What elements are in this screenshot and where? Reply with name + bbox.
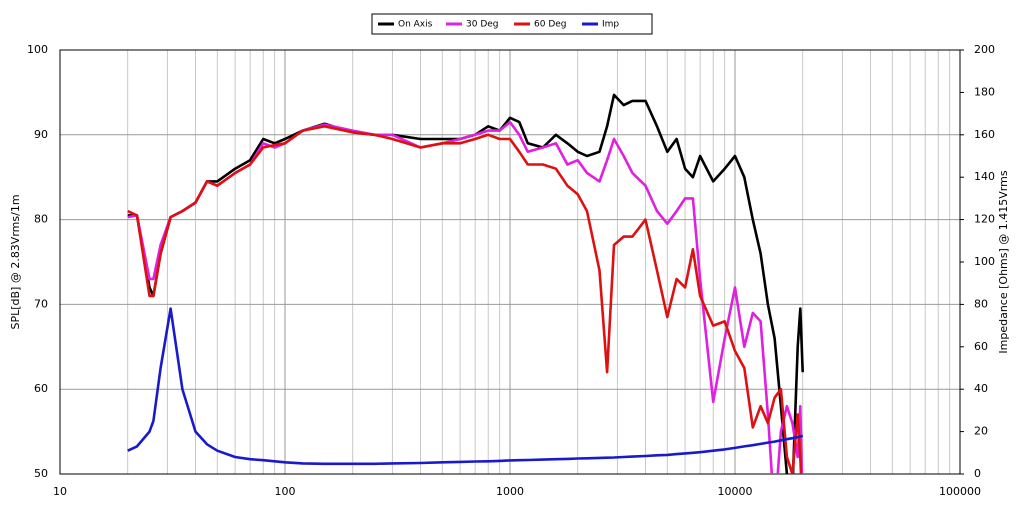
y-tick-label: 90 [34, 128, 48, 141]
x-tick-label: 100 [275, 485, 296, 498]
y-tick-label: 60 [34, 382, 48, 395]
y2-axis-label: Impedance [Ohms] @ 1.415Vrms [997, 170, 1010, 353]
series-line [127, 125, 803, 474]
y2-tick-label: 160 [974, 128, 995, 141]
y2-tick-label: 120 [974, 213, 995, 226]
x-tick-label: 10 [53, 485, 67, 498]
legend-box [371, 13, 653, 35]
y2-tick-label: 80 [974, 297, 988, 310]
y2-tick-label: 180 [974, 85, 995, 98]
series-line [127, 93, 804, 474]
y2-tick-label: 0 [974, 467, 981, 480]
y2-tick-label: 100 [974, 255, 995, 268]
legend-label: Imp [602, 20, 619, 30]
x-tick-label: 100000 [939, 485, 981, 498]
y2-tick-label: 40 [974, 382, 988, 395]
series-line [127, 307, 804, 466]
legend-label: 60 Deg [534, 20, 567, 30]
y2-tick-label: 200 [974, 43, 995, 56]
y2-tick-label: 20 [974, 425, 988, 438]
legend-label: 30 Deg [466, 20, 499, 30]
y2-tick-label: 140 [974, 170, 995, 183]
y-tick-label: 70 [34, 297, 48, 310]
y-tick-label: 80 [34, 213, 48, 226]
y-tick-label: 100 [27, 43, 48, 56]
y2-tick-label: 60 [974, 340, 988, 353]
x-tick-label: 1000 [496, 485, 524, 498]
legend: On Axis 30 Deg 60 Deg Imp [371, 13, 653, 35]
series-line [127, 120, 804, 474]
y-axis-label: SPL[dB] @ 2.83Vrms/1m [9, 194, 22, 329]
legend-label: On Axis [398, 20, 433, 30]
x-tick-label: 10000 [718, 485, 753, 498]
plot-frame [59, 49, 961, 475]
y-tick-label: 50 [34, 467, 48, 480]
